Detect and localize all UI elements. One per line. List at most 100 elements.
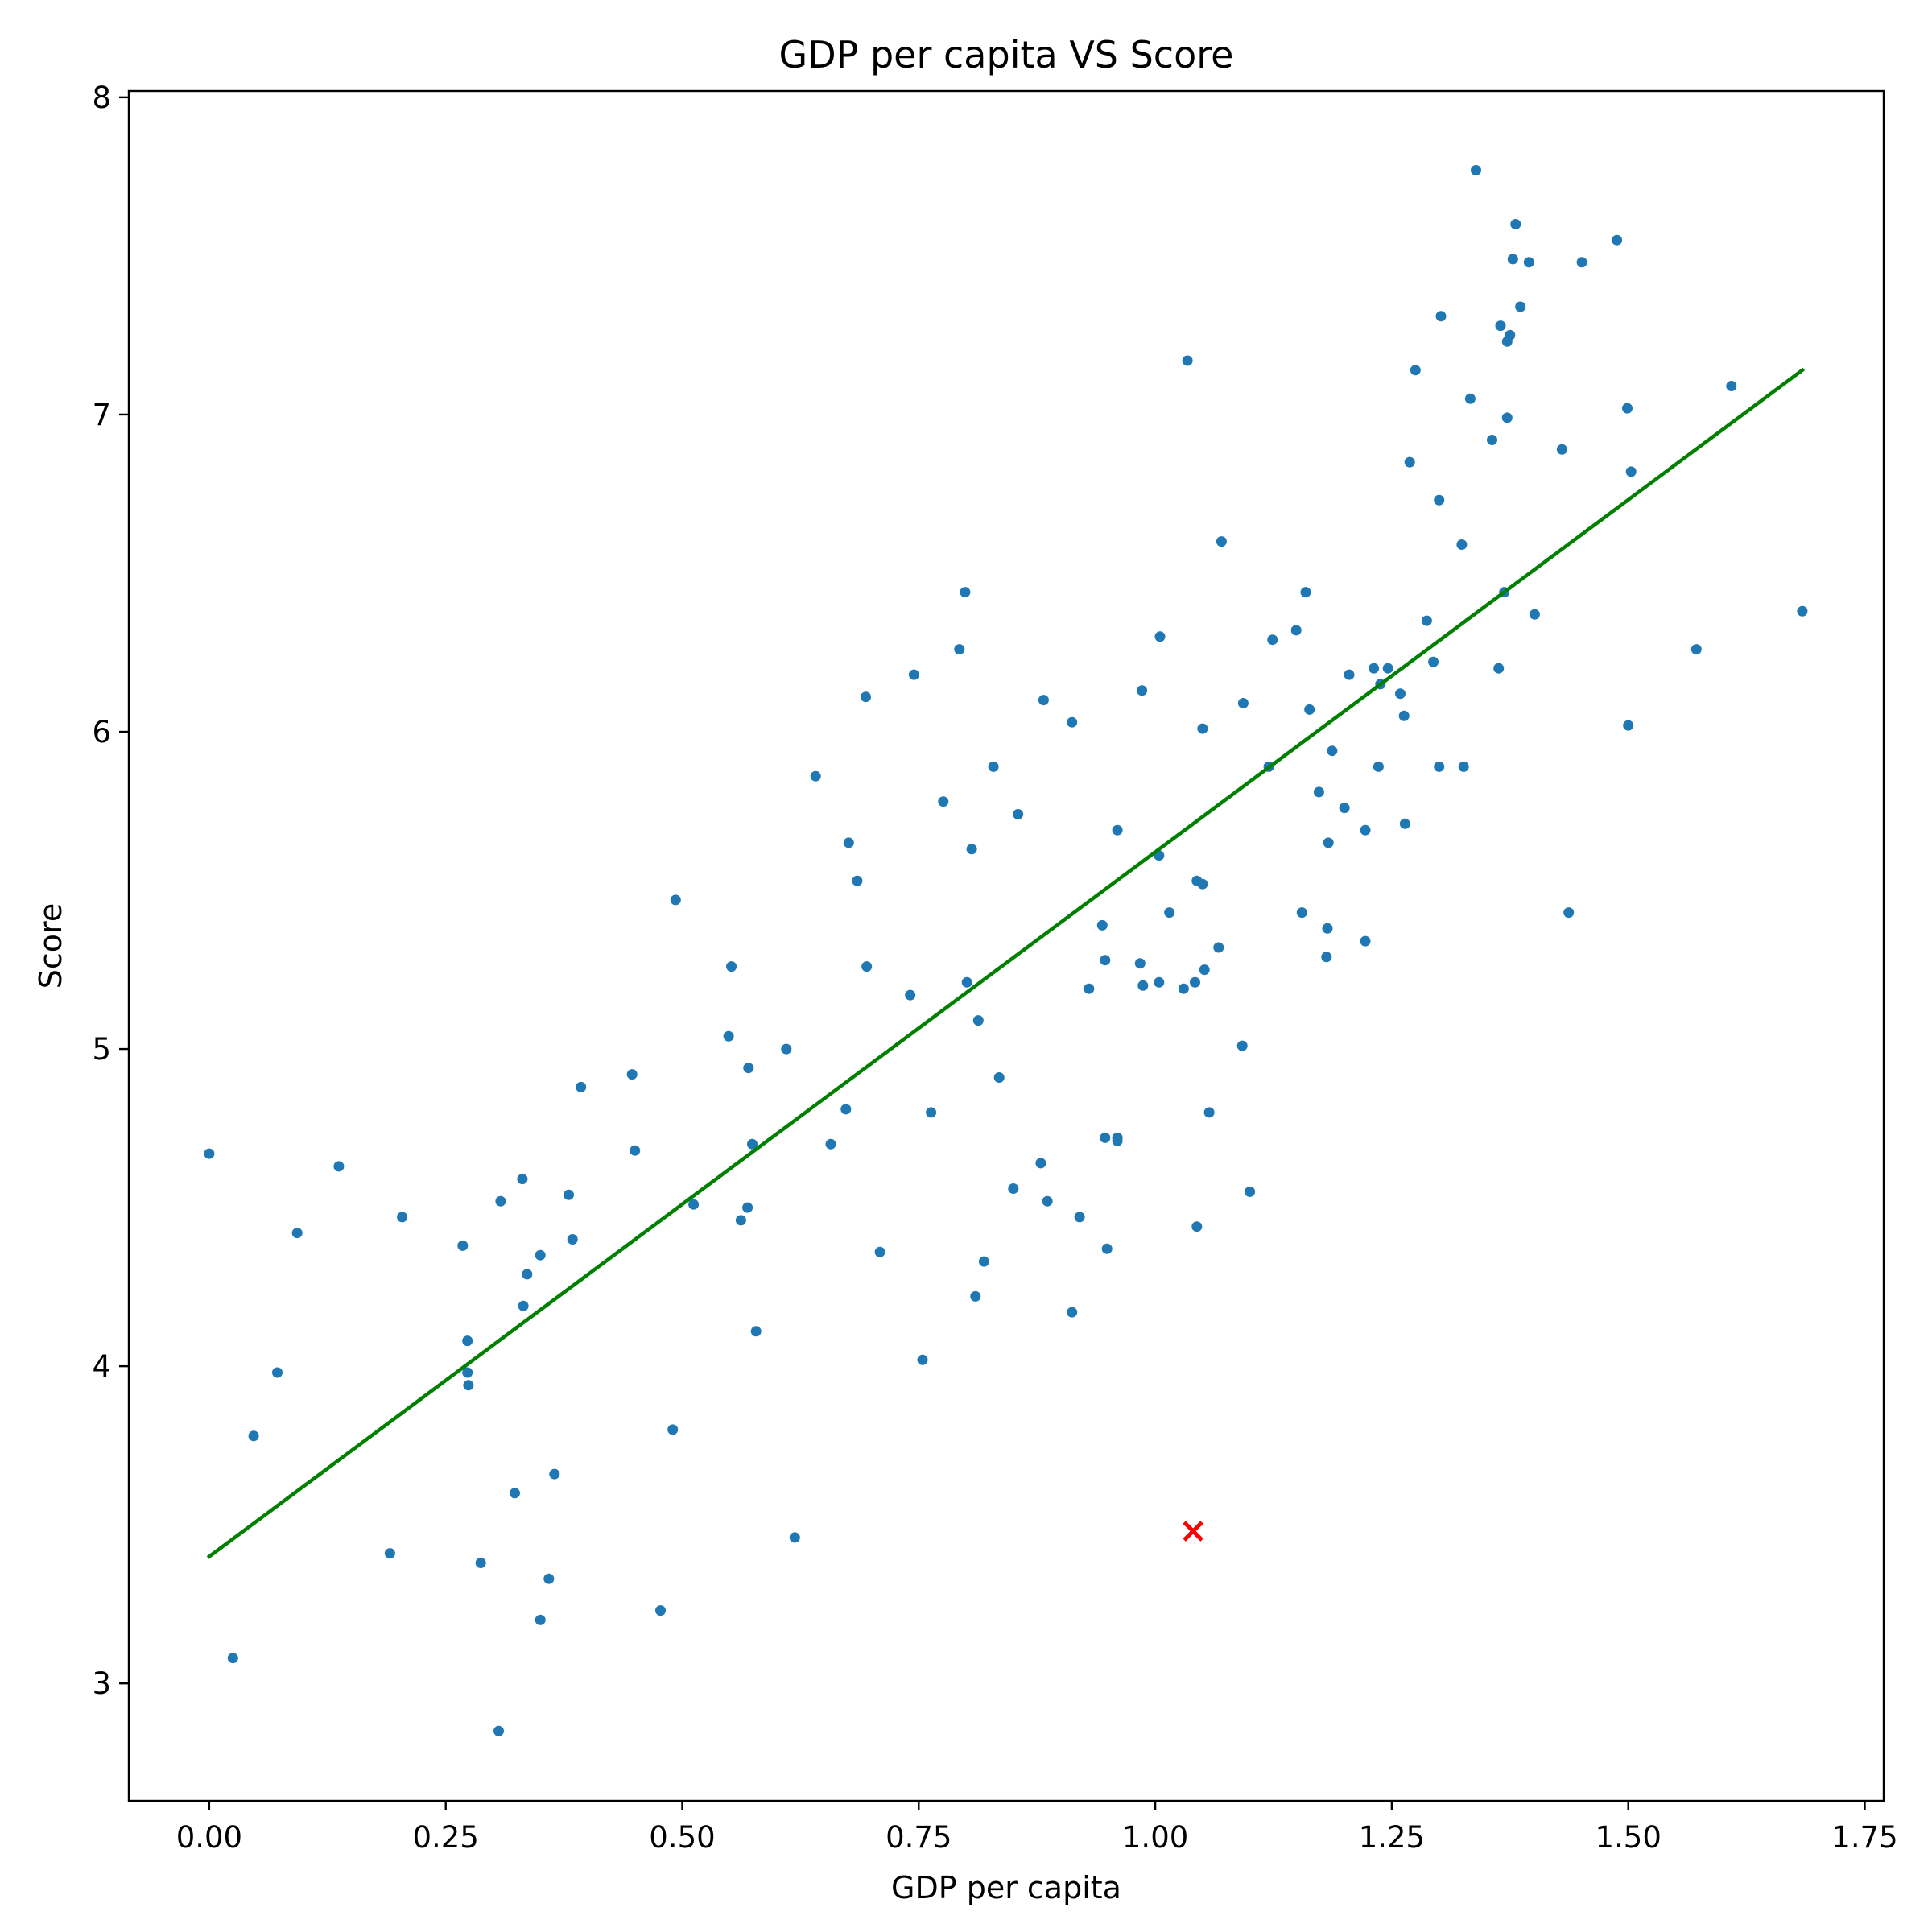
x-tick-label: 1.25 <box>1359 1820 1425 1855</box>
data-point <box>810 770 821 782</box>
data-point <box>1154 631 1166 642</box>
data-point <box>655 1605 666 1616</box>
data-point <box>926 1107 937 1118</box>
data-point <box>1507 254 1518 265</box>
data-point <box>1190 976 1200 988</box>
data-point <box>1505 329 1516 341</box>
data-point <box>1556 444 1567 455</box>
y-tick-label: 6 <box>92 715 111 749</box>
data-point <box>1236 1040 1248 1051</box>
data-point <box>970 1290 981 1302</box>
data-point <box>1134 958 1146 969</box>
data-point <box>564 1189 574 1200</box>
data-point <box>1245 1186 1256 1197</box>
data-point <box>1410 365 1421 376</box>
data-point <box>1038 695 1049 706</box>
data-point <box>938 796 949 807</box>
data-point <box>1690 644 1702 655</box>
data-point <box>1191 1221 1203 1232</box>
data-point <box>1296 907 1307 919</box>
data-point <box>1612 234 1623 246</box>
data-point <box>1344 669 1355 680</box>
data-point <box>1368 663 1380 674</box>
data-point <box>972 1015 984 1026</box>
data-point <box>1067 716 1078 728</box>
data-point <box>1197 878 1208 890</box>
data-point <box>248 1430 259 1442</box>
x-tick-label: 1.00 <box>1122 1820 1188 1855</box>
data-point <box>535 1249 546 1261</box>
data-point <box>1216 536 1227 547</box>
data-point <box>1035 1158 1046 1169</box>
data-point <box>1523 257 1534 268</box>
data-point <box>1203 1107 1215 1118</box>
data-point <box>747 1138 758 1150</box>
x-tick-label: 1.50 <box>1596 1820 1662 1855</box>
data-point <box>1042 1195 1053 1207</box>
x-tick-label: 0.00 <box>176 1820 242 1855</box>
data-point <box>670 894 681 906</box>
data-point <box>463 1380 474 1391</box>
data-point <box>1327 745 1338 757</box>
data-point <box>1510 219 1521 229</box>
data-point <box>495 1195 506 1207</box>
data-point <box>1137 980 1149 991</box>
data-point <box>462 1335 473 1347</box>
data-point <box>1493 663 1505 674</box>
data-point <box>1434 494 1445 506</box>
plot-area <box>204 165 1808 1736</box>
y-axis: 3 4 5 6 7 8 <box>92 80 129 1701</box>
data-point <box>905 989 916 1001</box>
data-point <box>1382 663 1393 674</box>
data-point <box>1178 983 1189 994</box>
data-point <box>1137 685 1148 696</box>
data-point <box>1313 786 1324 798</box>
x-axis: 0.00 0.25 0.50 0.75 1.00 1.25 1.50 1.75 <box>176 1801 1898 1855</box>
data-point <box>1360 935 1371 947</box>
highlight-marker <box>1183 1521 1203 1542</box>
data-point <box>1726 381 1737 391</box>
data-point <box>1515 301 1526 312</box>
data-point <box>750 1326 762 1337</box>
data-point <box>1237 698 1249 708</box>
data-point <box>667 1424 679 1435</box>
y-tick-label: 5 <box>92 1032 111 1067</box>
data-point <box>1501 412 1513 423</box>
data-point <box>1304 704 1315 715</box>
data-point <box>1625 466 1637 477</box>
x-tick-label: 0.25 <box>412 1820 478 1855</box>
data-point <box>457 1240 469 1251</box>
data-point <box>917 1354 928 1365</box>
data-point <box>988 761 999 772</box>
data-point <box>1395 688 1406 700</box>
data-point <box>1067 1307 1078 1318</box>
data-point <box>1164 907 1175 919</box>
data-point <box>1404 456 1415 468</box>
data-point <box>1623 720 1634 731</box>
data-point <box>789 1532 800 1543</box>
data-point <box>1112 824 1123 836</box>
data-point <box>1100 955 1111 966</box>
data-point <box>781 1043 792 1055</box>
data-point <box>978 1256 989 1267</box>
x-tick-label: 0.50 <box>649 1820 715 1855</box>
data-point <box>626 1069 638 1080</box>
plot-frame <box>127 89 1885 1802</box>
data-point <box>735 1215 746 1226</box>
data-point <box>1458 761 1469 772</box>
data-point <box>1267 634 1278 646</box>
data-point <box>1322 923 1333 934</box>
data-point <box>1529 609 1540 620</box>
data-point <box>1008 1183 1019 1194</box>
data-point <box>549 1468 560 1480</box>
data-point <box>333 1161 345 1172</box>
data-point <box>1290 625 1302 636</box>
data-point <box>522 1269 533 1280</box>
data-point <box>1398 710 1410 721</box>
data-point <box>743 1063 754 1074</box>
data-point <box>1360 824 1371 836</box>
data-point <box>1101 1243 1113 1254</box>
data-point <box>1096 919 1108 931</box>
data-point <box>1399 818 1410 829</box>
